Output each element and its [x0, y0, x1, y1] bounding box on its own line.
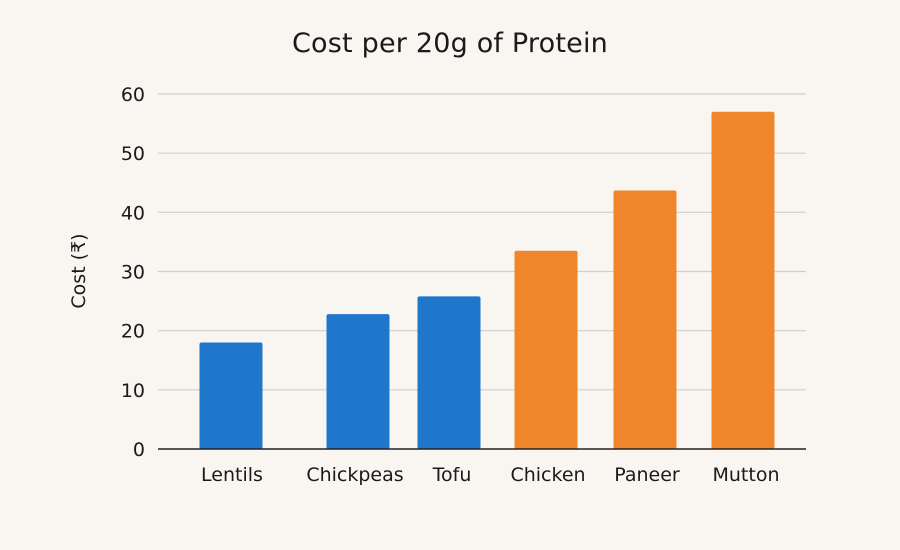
- x-category-labels: Lentils Chickpeas Tofu Chicken Paneer Mutton: [201, 464, 779, 486]
- chart-title: Cost per 20g of Protein: [292, 28, 608, 59]
- y-tick-label: 20: [121, 321, 145, 343]
- gridlines: [158, 93, 806, 391]
- x-category-label: Mutton: [712, 464, 779, 486]
- x-category-label: Chickpeas: [306, 464, 403, 486]
- bars: [199, 111, 775, 450]
- bar-chickpeas: [326, 314, 390, 449]
- y-axis-label: Cost (₹): [68, 233, 90, 308]
- bar-mutton: [711, 111, 775, 449]
- y-tick-label: 10: [121, 380, 145, 402]
- y-tick-label: 60: [121, 84, 145, 106]
- y-tick-label: 40: [121, 202, 145, 224]
- x-category-label: Chicken: [510, 464, 585, 486]
- bar-chicken: [514, 250, 578, 449]
- y-tick-label: 50: [121, 143, 145, 165]
- bar-tofu: [417, 296, 481, 449]
- y-tick-label: 0: [133, 439, 145, 461]
- x-category-label: Paneer: [614, 464, 680, 486]
- bar-lentils: [199, 342, 263, 449]
- bar-paneer: [613, 190, 677, 450]
- x-category-label: Tofu: [432, 464, 472, 486]
- x-category-label: Lentils: [201, 464, 263, 486]
- y-tick-label: 30: [121, 262, 145, 284]
- y-tick-labels: 0 10 20 30 40 50 60: [121, 84, 145, 461]
